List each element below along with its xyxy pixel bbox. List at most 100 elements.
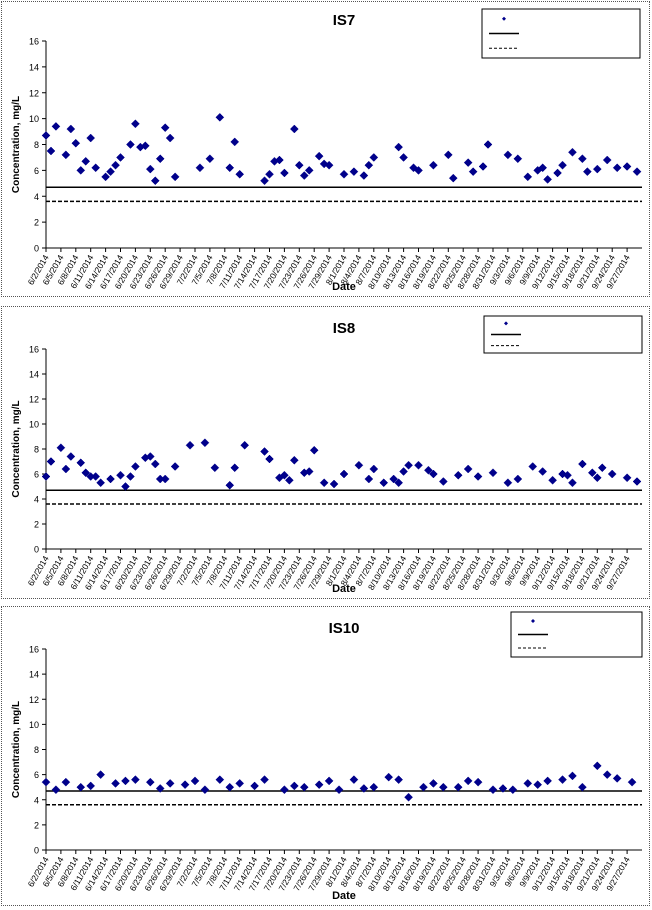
y-axis-title: Concentration, mg/L	[11, 701, 22, 798]
data-point	[160, 474, 170, 484]
data-point	[280, 470, 289, 480]
data-point	[131, 119, 140, 129]
data-point	[51, 785, 61, 795]
y-tick-label: 12	[29, 395, 39, 405]
data-point	[578, 459, 587, 469]
data-point	[508, 785, 518, 795]
data-point	[359, 171, 369, 180]
data-point	[299, 171, 309, 180]
y-tick-label: 8	[34, 445, 39, 455]
y-tick-label: 6	[34, 770, 39, 780]
data-point	[155, 154, 165, 164]
data-point	[304, 467, 314, 476]
data-point	[568, 771, 577, 781]
y-tick-label: 2	[34, 520, 39, 530]
data-point	[61, 464, 71, 474]
data-point	[414, 460, 423, 470]
data-point	[265, 454, 274, 464]
chart-title: IS7	[333, 12, 356, 29]
data-point	[165, 779, 175, 788]
data-point	[622, 162, 632, 171]
y-tick-label: 16	[29, 37, 39, 47]
data-point	[498, 784, 508, 793]
data-point	[76, 782, 86, 792]
data-point	[46, 146, 56, 156]
y-tick-label: 16	[29, 345, 39, 355]
data-point	[91, 163, 101, 173]
data-point	[289, 455, 299, 465]
data-point	[627, 777, 637, 787]
data-point	[592, 761, 602, 771]
y-tick-label: 2	[34, 820, 39, 830]
data-point	[354, 460, 364, 470]
y-tick-label: 4	[34, 495, 39, 505]
data-point	[359, 784, 369, 793]
data-point	[304, 166, 314, 175]
data-point	[548, 475, 557, 485]
data-point	[438, 782, 448, 792]
data-point	[46, 457, 56, 466]
y-tick-label: 10	[29, 114, 39, 124]
y-tick-label: 12	[29, 88, 39, 98]
data-point	[389, 474, 399, 484]
data-point	[131, 462, 140, 471]
legend-marker-diamond	[504, 321, 508, 326]
data-point	[319, 478, 329, 488]
data-point	[622, 473, 632, 483]
data-point	[503, 478, 513, 488]
y-tick-label: 4	[34, 192, 39, 202]
data-point	[91, 472, 101, 481]
data-point	[126, 472, 135, 481]
data-point	[215, 775, 225, 785]
data-point	[210, 463, 220, 473]
y-tick-label: 10	[29, 720, 39, 730]
data-point	[215, 112, 225, 122]
data-point	[602, 770, 612, 779]
chart-title: IS10	[329, 620, 360, 637]
data-point	[478, 162, 488, 171]
data-point	[379, 478, 389, 488]
data-point	[429, 779, 438, 788]
data-point	[76, 458, 86, 468]
data-point	[56, 443, 66, 453]
data-point	[369, 782, 379, 792]
data-point	[200, 785, 210, 795]
y-tick-label: 2	[34, 218, 39, 228]
data-point	[394, 142, 403, 152]
data-point	[140, 141, 150, 151]
chart-svg: IS702468101214166/2/20146/5/20146/8/2014…	[11, 8, 642, 293]
y-tick-label: 6	[34, 470, 39, 480]
legend-marker-diamond	[502, 16, 506, 21]
data-point	[260, 447, 269, 456]
data-point	[235, 779, 245, 788]
data-point	[165, 133, 175, 143]
data-point	[121, 776, 130, 786]
data-point	[240, 440, 250, 450]
data-point	[61, 777, 71, 787]
data-point	[453, 470, 463, 480]
data-point	[126, 140, 135, 149]
data-point	[329, 479, 339, 489]
data-point	[528, 462, 538, 471]
data-point	[602, 155, 612, 165]
data-point	[578, 782, 587, 792]
data-point	[96, 478, 105, 488]
data-point	[632, 477, 642, 486]
data-point	[41, 472, 51, 481]
data-point	[314, 780, 324, 790]
data-point	[568, 478, 577, 488]
data-point	[41, 131, 51, 140]
data-point	[404, 792, 413, 802]
y-tick-label: 0	[34, 244, 39, 254]
data-point	[111, 160, 120, 170]
data-point	[597, 463, 607, 473]
data-point	[463, 464, 473, 474]
data-point	[190, 776, 200, 786]
data-point	[473, 777, 483, 787]
data-point	[578, 154, 587, 164]
data-point	[488, 785, 498, 795]
y-tick-label: 12	[29, 695, 39, 705]
data-point	[394, 775, 403, 785]
data-point	[170, 462, 180, 471]
data-point	[131, 775, 140, 785]
